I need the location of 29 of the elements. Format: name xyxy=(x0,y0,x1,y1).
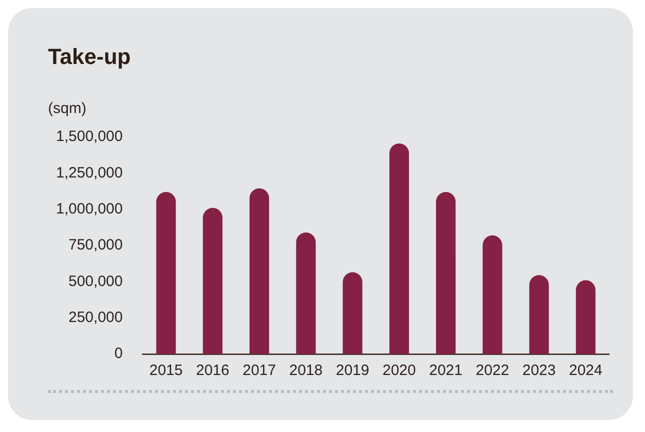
y-tick-label: 500,000 xyxy=(68,272,123,290)
y-tick-label: 0 xyxy=(114,345,123,362)
x-tick-label: 2019 xyxy=(336,362,370,380)
bar xyxy=(529,275,549,354)
x-tick-label: 2023 xyxy=(522,362,556,380)
bar xyxy=(482,235,502,354)
x-tick-label: 2017 xyxy=(242,362,276,380)
x-tick-label: 2022 xyxy=(476,362,510,380)
x-tick-label: 2020 xyxy=(382,362,416,380)
bar xyxy=(389,144,409,354)
y-tick-label: 1,500,000 xyxy=(56,128,123,146)
x-tick-label: 2021 xyxy=(429,362,462,380)
x-tick-label: 2016 xyxy=(196,362,230,380)
chart-title: Take-up xyxy=(48,44,131,70)
x-tick-label: 2018 xyxy=(289,362,323,380)
x-tick-label: 2015 xyxy=(149,362,183,380)
bar xyxy=(576,280,596,354)
bar xyxy=(342,272,362,354)
y-tick-label: 1,250,000 xyxy=(56,164,123,182)
bar xyxy=(436,192,456,354)
bar xyxy=(156,192,176,354)
bar xyxy=(296,232,316,354)
y-tick-label: 1,000,000 xyxy=(56,200,123,218)
bar xyxy=(250,188,270,354)
bar xyxy=(202,208,222,354)
y-tick-label: 250,000 xyxy=(68,308,123,326)
x-tick-label: 2024 xyxy=(569,362,602,380)
y-tick-label: 750,000 xyxy=(68,236,123,254)
y-axis-title: (sqm) xyxy=(48,100,86,117)
